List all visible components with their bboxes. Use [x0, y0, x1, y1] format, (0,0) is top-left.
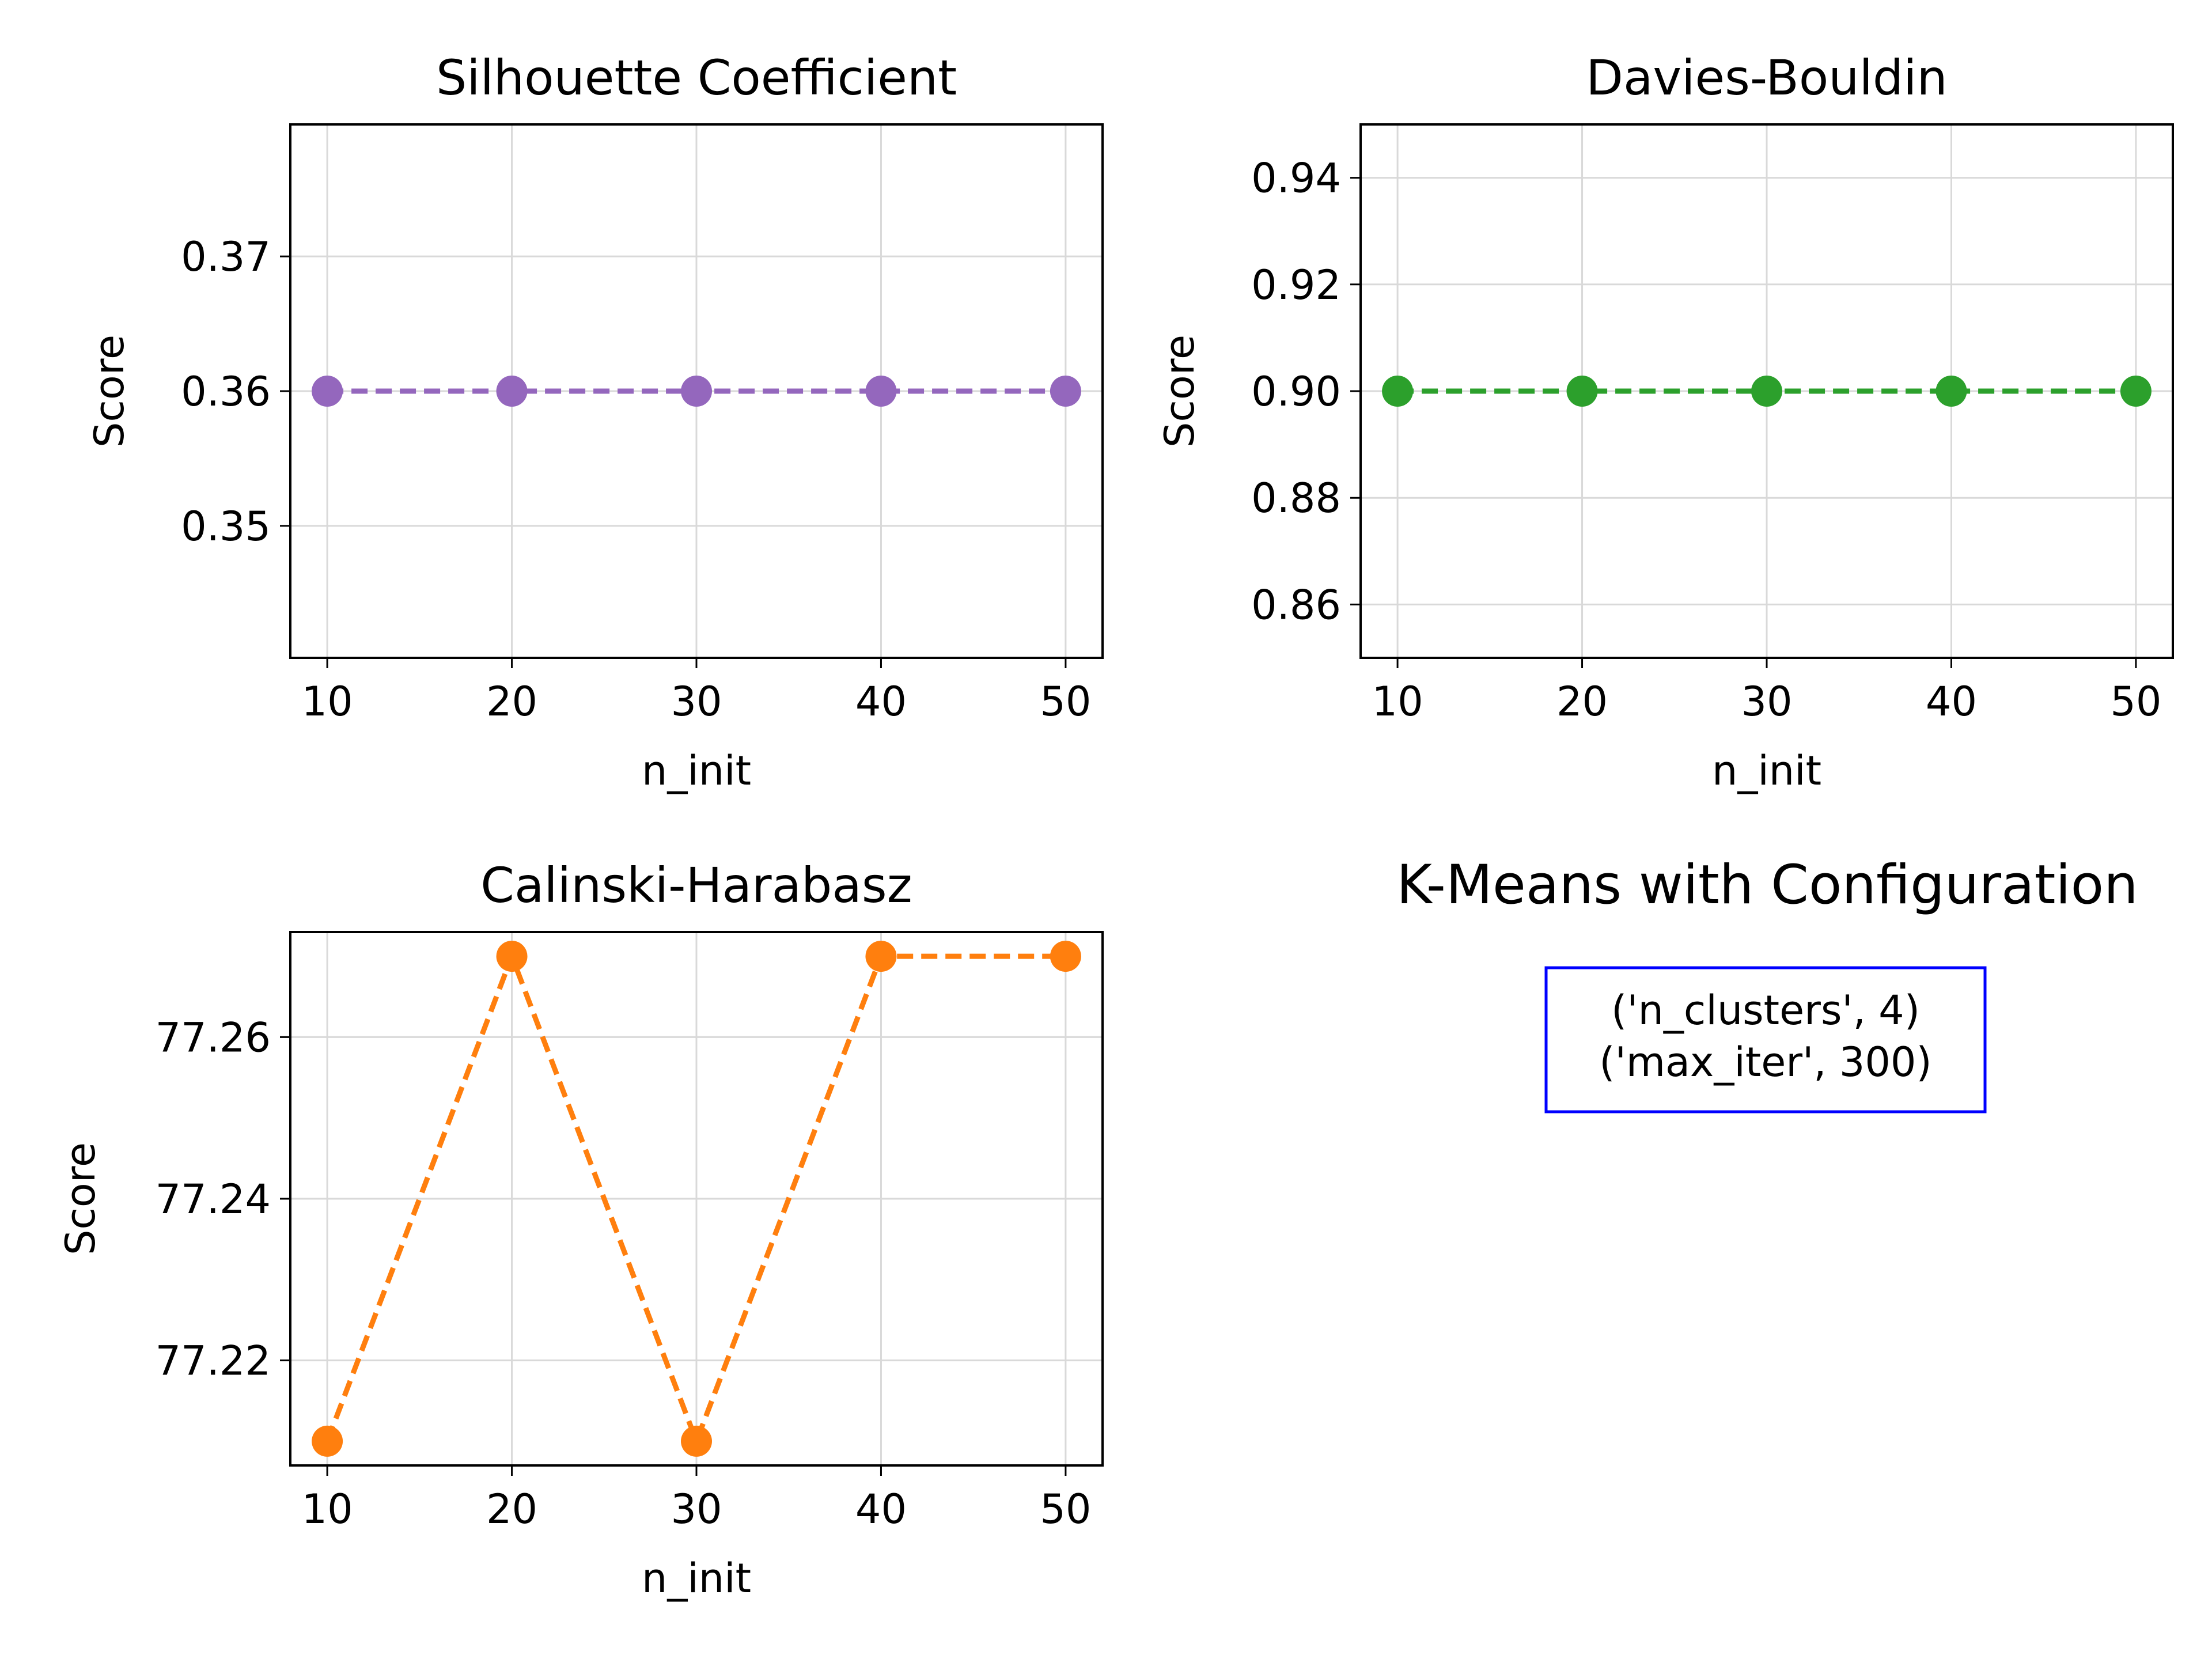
configuration-panel: K-Means with Configuration ('n_clusters'… — [1396, 854, 2138, 1113]
davies-bouldin-x-tick-label: 10 — [1372, 678, 1423, 725]
calinski-harabasz-x-tick-label: 20 — [486, 1486, 537, 1533]
silhouette-x-axis-label: n_init — [642, 747, 751, 794]
silhouette-series — [312, 376, 1081, 407]
davies-bouldin-data-point — [2120, 376, 2152, 407]
calinski-harabasz-series — [312, 941, 1081, 1457]
calinski-harabasz-data-point — [1050, 941, 1081, 972]
chart-calinski-harabasz: 10 20 30 40 50 77.22 77.24 77.26 Calinski-Harab… — [57, 857, 1104, 1602]
silhouette-data-point — [496, 376, 528, 407]
davies-bouldin-x-tick-label: 30 — [1741, 678, 1792, 725]
silhouette-x-tick-label: 40 — [855, 678, 907, 725]
calinski-harabasz-y-tick-label: 77.26 — [156, 1014, 271, 1061]
silhouette-y-tick-label: 0.36 — [181, 368, 271, 415]
calinski-harabasz-ticks: 10 20 30 40 50 77.22 77.24 77.26 — [156, 1014, 1092, 1533]
calinski-harabasz-grid — [290, 932, 1103, 1465]
davies-bouldin-x-tick-label: 50 — [2110, 678, 2161, 725]
calinski-harabasz-data-point — [865, 941, 897, 972]
silhouette-x-tick-label: 20 — [486, 678, 537, 725]
davies-bouldin-y-axis-label: Score — [1156, 335, 1203, 448]
silhouette-title: Silhouette Coefficient — [436, 50, 957, 106]
davies-bouldin-y-tick-label: 0.88 — [1251, 475, 1341, 522]
davies-bouldin-data-point — [1751, 376, 1782, 407]
calinski-harabasz-title: Calinski-Harabasz — [480, 857, 912, 914]
silhouette-data-point — [865, 376, 897, 407]
davies-bouldin-x-tick-label: 20 — [1556, 678, 1608, 725]
chart-davies-bouldin: 10 20 30 40 50 0.86 0.88 0.90 0.92 0.94 Davies-Bo… — [1156, 50, 2174, 794]
calinski-harabasz-x-tick-label: 10 — [302, 1486, 353, 1533]
davies-bouldin-y-tick-label: 0.92 — [1251, 262, 1341, 309]
silhouette-x-tick-label: 10 — [302, 678, 353, 725]
calinski-harabasz-data-point — [681, 1425, 712, 1457]
davies-bouldin-y-tick-label: 0.90 — [1251, 368, 1341, 415]
calinski-harabasz-y-axis-label: Score — [57, 1142, 104, 1255]
calinski-harabasz-series-line — [324, 949, 1066, 1449]
configuration-box — [1544, 966, 1987, 1113]
calinski-harabasz-y-tick-label: 77.22 — [156, 1338, 271, 1385]
silhouette-y-tick-label: 0.35 — [181, 503, 271, 550]
silhouette-x-tick-label: 50 — [1040, 678, 1091, 725]
calinski-harabasz-x-axis-label: n_init — [642, 1555, 751, 1602]
davies-bouldin-y-tick-label: 0.94 — [1251, 155, 1341, 202]
silhouette-x-tick-label: 30 — [671, 678, 722, 725]
silhouette-data-point — [312, 376, 343, 407]
calinski-harabasz-data-point — [312, 1425, 343, 1457]
silhouette-data-point — [1050, 376, 1081, 407]
config-line-max-iter: ('max_iter', 300) — [1599, 1039, 1931, 1086]
davies-bouldin-data-point — [1382, 376, 1414, 407]
calinski-harabasz-y-tick-label: 77.24 — [156, 1176, 271, 1223]
davies-bouldin-data-point — [1936, 376, 1967, 407]
configuration-title: K-Means with Configuration — [1396, 854, 2138, 916]
calinski-harabasz-data-point — [496, 941, 528, 972]
silhouette-data-point — [681, 376, 712, 407]
silhouette-y-axis-label: Score — [86, 335, 133, 448]
chart-silhouette: 10 20 30 40 50 0.35 0.36 0.37 Silhouette Coeffi… — [86, 50, 1104, 794]
davies-bouldin-ticks: 10 20 30 40 50 0.86 0.88 0.90 0.92 0.94 — [1251, 155, 2161, 725]
davies-bouldin-x-tick-label: 40 — [1926, 678, 1977, 725]
davies-bouldin-x-axis-label: n_init — [1712, 747, 1821, 794]
config-line-n-clusters: ('n_clusters', 4) — [1611, 987, 1920, 1034]
davies-bouldin-series — [1382, 376, 2152, 407]
calinski-harabasz-x-tick-label: 40 — [855, 1486, 907, 1533]
davies-bouldin-title: Davies-Bouldin — [1586, 50, 1947, 106]
davies-bouldin-data-point — [1566, 376, 1598, 407]
davies-bouldin-y-tick-label: 0.86 — [1251, 581, 1341, 628]
silhouette-ticks: 10 20 30 40 50 0.35 0.36 0.37 — [181, 233, 1091, 725]
calinski-harabasz-x-tick-label: 50 — [1040, 1486, 1091, 1533]
silhouette-y-tick-label: 0.37 — [181, 233, 271, 281]
calinski-harabasz-x-tick-label: 30 — [671, 1486, 722, 1533]
